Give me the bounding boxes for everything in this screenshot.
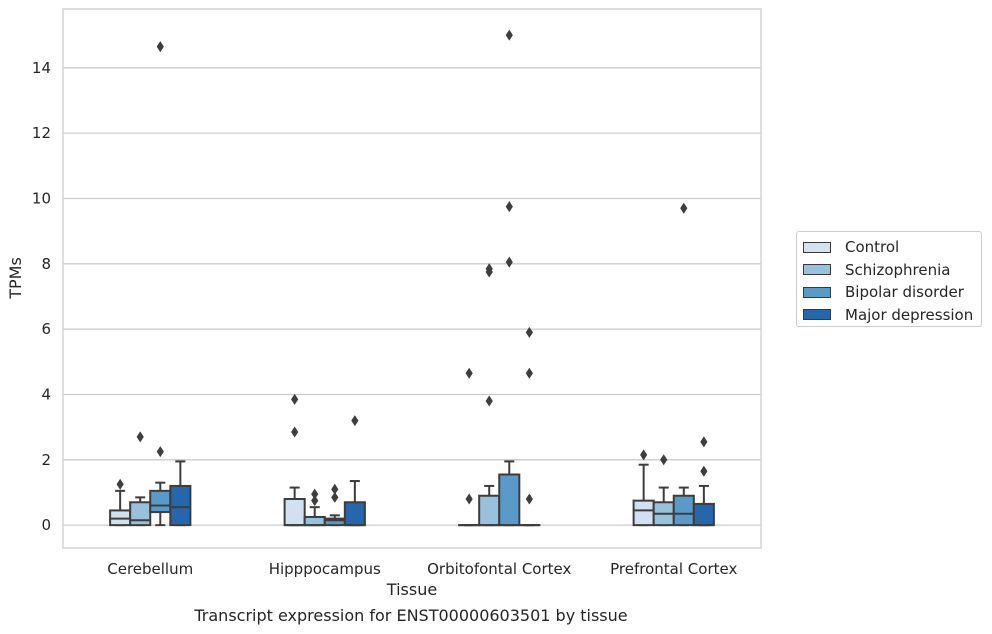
box-0-0	[109, 478, 132, 527]
box-3-0	[632, 449, 655, 527]
box-1-0	[283, 393, 306, 527]
outlier-point	[525, 493, 533, 505]
y-axis-label: TPMs	[6, 257, 25, 300]
outlier-point	[640, 449, 648, 461]
y-tick-label: 2	[41, 451, 51, 469]
y-tick-label: 12	[32, 124, 51, 142]
y-tick-labels: 0 2 4 6 8 10 12 14	[32, 59, 51, 534]
legend-label: Schizophrenia	[845, 260, 951, 279]
x-tick-label: Orbitofontal Cortex	[427, 560, 571, 578]
outlier-point	[331, 491, 339, 503]
chart-legend: Control Schizophrenia Bipolar disorder Majo…	[796, 231, 982, 327]
outlier-point	[525, 326, 533, 338]
box-body	[283, 498, 306, 527]
outlier-point	[351, 415, 359, 427]
grid-lines	[63, 67, 761, 526]
box-body	[632, 499, 655, 527]
legend-item: Control	[803, 236, 981, 259]
legend-item: Schizophrenia	[803, 259, 981, 282]
box-body	[303, 515, 326, 527]
outlier-point	[465, 367, 473, 379]
outlier-point	[485, 395, 493, 407]
y-tick-label: 6	[41, 320, 51, 338]
outlier-point	[311, 495, 319, 507]
outlier-point	[291, 426, 299, 438]
box-2-2	[498, 29, 521, 527]
outlier-point	[700, 465, 708, 477]
y-tick-label: 0	[41, 516, 51, 534]
box-0-2	[149, 41, 172, 527]
outlier-point	[505, 256, 513, 268]
plot-frame	[62, 8, 762, 549]
outlier-point	[136, 431, 144, 443]
outlier-point	[680, 202, 688, 214]
y-tick-label: 14	[32, 59, 51, 77]
outlier-point	[156, 446, 164, 458]
legend-swatch	[803, 309, 831, 321]
outlier-point	[660, 454, 668, 466]
box-0-1	[129, 431, 152, 527]
outlier-point	[291, 393, 299, 405]
outlier-point	[311, 488, 319, 500]
legend-item: Bipolar disorder	[803, 281, 981, 304]
box-body	[672, 494, 695, 527]
box-plot-marks	[109, 29, 715, 527]
box-body	[149, 489, 172, 514]
legend-swatch	[803, 286, 831, 298]
box-1-1	[303, 488, 326, 527]
outlier-point	[525, 367, 533, 379]
box-body	[692, 502, 715, 527]
outlier-point	[505, 29, 513, 41]
box-body	[169, 484, 192, 527]
outlier-point	[465, 493, 473, 505]
figure-caption: Transcript expression for ENST0000060350…	[194, 606, 628, 625]
x-tick-label: Cerebellum	[107, 560, 193, 578]
box-1-2	[323, 483, 346, 527]
box-3-1	[652, 454, 675, 527]
x-tick-label: Hipppocampus	[269, 560, 381, 578]
y-tick-label: 10	[32, 189, 51, 207]
legend-swatch	[803, 241, 831, 253]
x-axis-label: Tissue	[386, 580, 437, 599]
outlier-point	[700, 436, 708, 448]
outlier-point	[116, 478, 124, 490]
outlier-point	[331, 483, 339, 495]
box-body	[343, 501, 366, 527]
outlier-point	[156, 41, 164, 53]
y-tick-label: 8	[41, 255, 51, 273]
legend-item: Major depression	[803, 304, 981, 327]
outlier-point	[505, 201, 513, 213]
box-0-3	[169, 460, 192, 527]
box-3-2	[672, 202, 695, 527]
outlier-point	[485, 263, 493, 275]
box-body	[498, 473, 521, 527]
box-2-0	[458, 367, 481, 527]
legend-swatch	[803, 264, 831, 276]
y-tick-label: 4	[41, 385, 51, 403]
box-3-3	[692, 436, 715, 527]
box-1-3	[343, 415, 366, 527]
x-tick-label: Prefrontal Cortex	[610, 560, 737, 578]
box-2-3	[518, 326, 541, 527]
legend-label: Bipolar disorder	[845, 283, 964, 302]
legend-label: Control	[845, 238, 900, 257]
legend-label: Major depression	[845, 305, 974, 324]
box-body	[478, 494, 501, 527]
box-body	[129, 501, 152, 527]
x-tick-labels: Cerebellum Hipppocampus Orbitofontal Corte…	[107, 560, 737, 578]
